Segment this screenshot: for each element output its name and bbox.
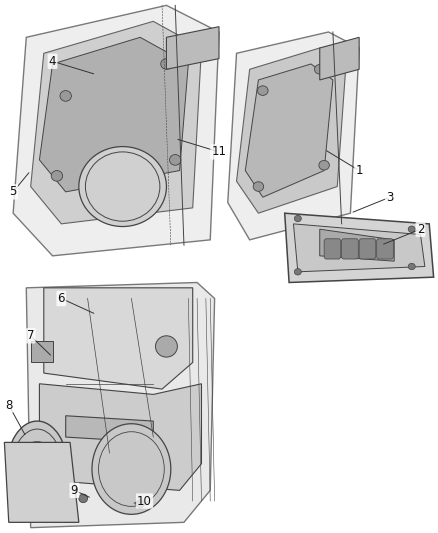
Text: 7: 7: [27, 329, 35, 342]
Text: 3: 3: [386, 191, 393, 204]
Text: 4: 4: [49, 55, 57, 68]
Ellipse shape: [170, 155, 181, 165]
FancyBboxPatch shape: [324, 239, 341, 259]
Ellipse shape: [294, 215, 301, 222]
Polygon shape: [4, 442, 79, 522]
Ellipse shape: [136, 499, 145, 508]
Ellipse shape: [253, 182, 264, 191]
Ellipse shape: [79, 494, 88, 503]
Polygon shape: [13, 5, 219, 256]
Text: 1: 1: [355, 164, 363, 177]
Text: 11: 11: [212, 146, 226, 158]
Polygon shape: [166, 27, 219, 69]
Polygon shape: [320, 37, 359, 80]
Ellipse shape: [60, 91, 71, 101]
Polygon shape: [293, 224, 425, 272]
Text: 5: 5: [10, 185, 17, 198]
Polygon shape: [39, 384, 201, 490]
Ellipse shape: [79, 147, 166, 227]
Ellipse shape: [7, 421, 68, 517]
Ellipse shape: [319, 160, 329, 170]
Text: 2: 2: [417, 223, 424, 236]
Ellipse shape: [408, 226, 415, 232]
Text: 8: 8: [5, 399, 12, 411]
Polygon shape: [228, 32, 359, 240]
Polygon shape: [237, 48, 346, 213]
FancyBboxPatch shape: [359, 239, 376, 259]
Polygon shape: [44, 288, 193, 389]
Ellipse shape: [408, 263, 415, 270]
Ellipse shape: [92, 424, 171, 514]
FancyBboxPatch shape: [342, 239, 358, 259]
Polygon shape: [26, 282, 215, 528]
Text: 6: 6: [57, 292, 65, 305]
Polygon shape: [39, 37, 188, 192]
Ellipse shape: [258, 86, 268, 95]
Text: 9: 9: [71, 484, 78, 497]
Ellipse shape: [161, 59, 172, 69]
Ellipse shape: [51, 171, 63, 181]
Ellipse shape: [155, 336, 177, 357]
FancyBboxPatch shape: [377, 239, 393, 259]
Text: 10: 10: [137, 495, 152, 507]
Polygon shape: [320, 229, 394, 261]
Polygon shape: [66, 416, 153, 442]
Ellipse shape: [314, 64, 325, 74]
Ellipse shape: [294, 269, 301, 275]
Polygon shape: [285, 213, 434, 282]
Polygon shape: [31, 341, 53, 362]
Polygon shape: [31, 21, 201, 224]
Polygon shape: [245, 64, 333, 197]
